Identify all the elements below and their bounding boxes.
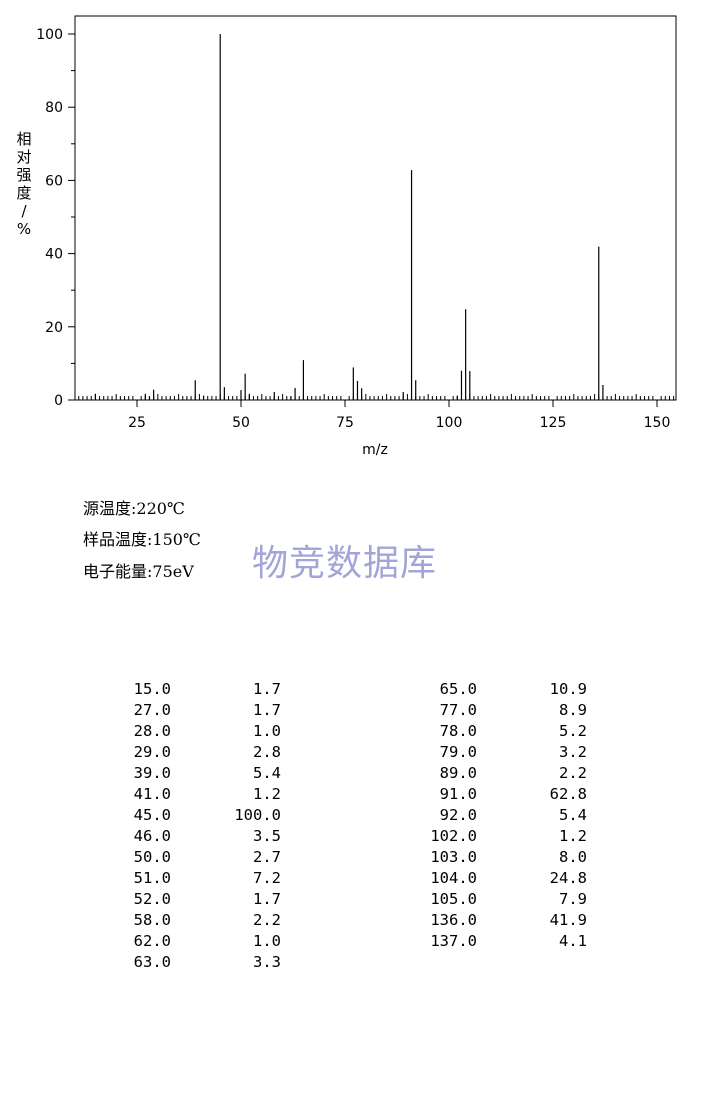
y-axis: 0 20 40 60 80 100 — [36, 27, 75, 409]
peak-abundance: 7.2 — [253, 869, 281, 887]
peak-abundance: 2.2 — [559, 764, 587, 782]
x-axis: 25 50 75 100 125 150 — [128, 400, 670, 431]
peak-abundance: 1.2 — [559, 827, 587, 845]
peak-mz: 137.0 — [430, 932, 477, 950]
y-axis-title: 相对强度 /% — [14, 130, 34, 238]
peak-abundance: 1.7 — [253, 701, 281, 719]
peak-mz: 41.0 — [133, 785, 171, 803]
peak-mz: 62.0 — [133, 932, 171, 950]
peak-abundance: 24.8 — [549, 869, 587, 887]
peak-mz: 92.0 — [439, 806, 477, 824]
peak-abundance: 1.2 — [253, 785, 281, 803]
peak-abundance: 2.7 — [253, 848, 281, 866]
sample-temperature: 样品温度:150℃ — [83, 530, 201, 549]
peak-abundance: 2.2 — [253, 911, 281, 929]
x-axis-title: m/z — [362, 442, 388, 458]
electron-energy: 电子能量:75eV — [83, 562, 194, 581]
peak-abundance: 1.7 — [253, 680, 281, 698]
peak-mz: 50.0 — [133, 848, 171, 866]
y-tick-label: 60 — [45, 173, 63, 189]
peak-abundance: 5.4 — [253, 764, 281, 782]
peak-abundance: 5.4 — [559, 806, 587, 824]
y-tick-label: 0 — [54, 393, 63, 409]
plot-frame — [74, 15, 677, 401]
peak-mz: 46.0 — [133, 827, 171, 845]
peak-mz: 52.0 — [133, 890, 171, 908]
peak-abundance: 62.8 — [549, 785, 587, 803]
peak-abundance: 4.1 — [559, 932, 587, 950]
y-tick-label: 100 — [36, 27, 63, 43]
peak-mz: 63.0 — [133, 953, 171, 971]
peak-abundance: 100.0 — [234, 806, 281, 824]
peak-mz: 27.0 — [133, 701, 171, 719]
peak-abundance: 3.5 — [253, 827, 281, 845]
x-tick-label: 50 — [232, 415, 250, 431]
peak-mz: 15.0 — [133, 680, 171, 698]
peak-mz: 77.0 — [439, 701, 477, 719]
peak-abundance: 1.0 — [253, 722, 281, 740]
y-axis-title-char: / — [21, 202, 27, 220]
peak-mz: 39.0 — [133, 764, 171, 782]
y-axis-title-char: % — [16, 220, 32, 238]
peak-abundance: 2.8 — [253, 743, 281, 761]
y-tick-label: 20 — [45, 320, 63, 336]
y-tick-label: 40 — [45, 247, 63, 263]
y-axis-title-char: 度 — [16, 184, 32, 202]
peak-mz: 28.0 — [133, 722, 171, 740]
source-temperature: 源温度:220℃ — [83, 499, 185, 518]
peak-mz: 102.0 — [430, 827, 477, 845]
x-tick-label: 100 — [436, 415, 463, 431]
peak-mz: 78.0 — [439, 722, 477, 740]
peak-abundance: 7.9 — [559, 890, 587, 908]
y-axis-title-char: 对 — [16, 148, 32, 166]
x-tick-label: 150 — [644, 415, 671, 431]
peak-mz: 89.0 — [439, 764, 477, 782]
peak-abundance: 3.2 — [559, 743, 587, 761]
peak-abundance: 5.2 — [559, 722, 587, 740]
peak-abundance: 8.9 — [559, 701, 587, 719]
x-tick-label: 75 — [336, 415, 354, 431]
y-axis-title-char: 相 — [16, 130, 32, 148]
peak-mz: 136.0 — [430, 911, 477, 929]
mass-spectrum-chart: 0 20 40 60 80 100 25 50 75 100 125 150 m/z — [36, 15, 677, 458]
peak-mz: 105.0 — [430, 890, 477, 908]
spectrum-peaks — [94, 34, 604, 400]
peak-mz: 91.0 — [439, 785, 477, 803]
peak-mz: 79.0 — [439, 743, 477, 761]
peak-mz: 103.0 — [430, 848, 477, 866]
peak-mz: 58.0 — [133, 911, 171, 929]
y-tick-label: 80 — [45, 100, 63, 116]
x-minor-ticks — [78, 394, 675, 400]
peak-mz: 29.0 — [133, 743, 171, 761]
peak-abundance: 1.7 — [253, 890, 281, 908]
watermark: 物竞数据库 — [252, 543, 438, 584]
peak-abundance: 8.0 — [559, 848, 587, 866]
peak-mz: 65.0 — [439, 680, 477, 698]
peak-mz: 104.0 — [430, 869, 477, 887]
y-axis-title-char: 强 — [16, 166, 32, 184]
peak-abundance: 41.9 — [549, 911, 587, 929]
x-tick-label: 25 — [128, 415, 146, 431]
peak-abundance: 1.0 — [253, 932, 281, 950]
peak-abundance: 10.9 — [549, 680, 587, 698]
peak-mz: 51.0 — [133, 869, 171, 887]
peak-mz: 45.0 — [133, 806, 171, 824]
x-tick-label: 125 — [540, 415, 567, 431]
peak-abundance: 3.3 — [253, 953, 281, 971]
